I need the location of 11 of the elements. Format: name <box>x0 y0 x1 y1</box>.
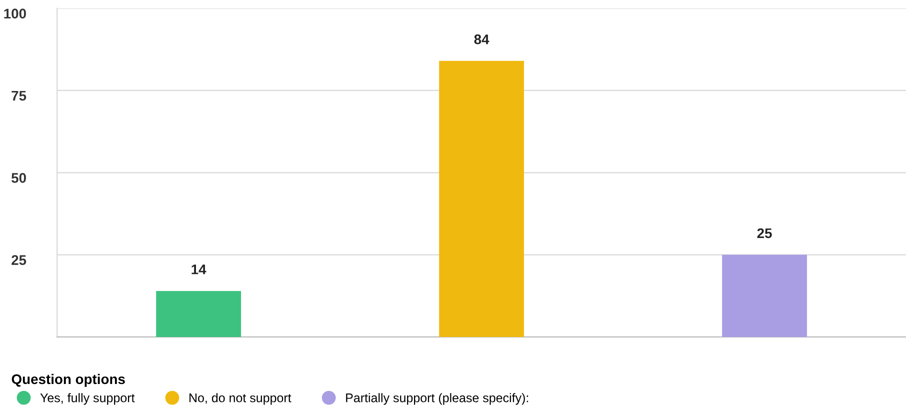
legend-label: No, do not support <box>190 393 292 405</box>
y-tick-label: 25 <box>12 255 26 265</box>
data-label: 84 <box>474 34 490 44</box>
y-tick-label: 100 <box>4 8 26 19</box>
data-label: 14 <box>192 264 206 274</box>
legend-label: Partially support (please specify): <box>346 393 528 405</box>
legend-label: Yes, fully support <box>40 393 135 405</box>
legend-title: Question options <box>12 374 125 387</box>
y-tick-label: 75 <box>12 90 26 101</box>
data-label: 25 <box>757 228 772 238</box>
y-tick-label: 50 <box>12 173 26 183</box>
